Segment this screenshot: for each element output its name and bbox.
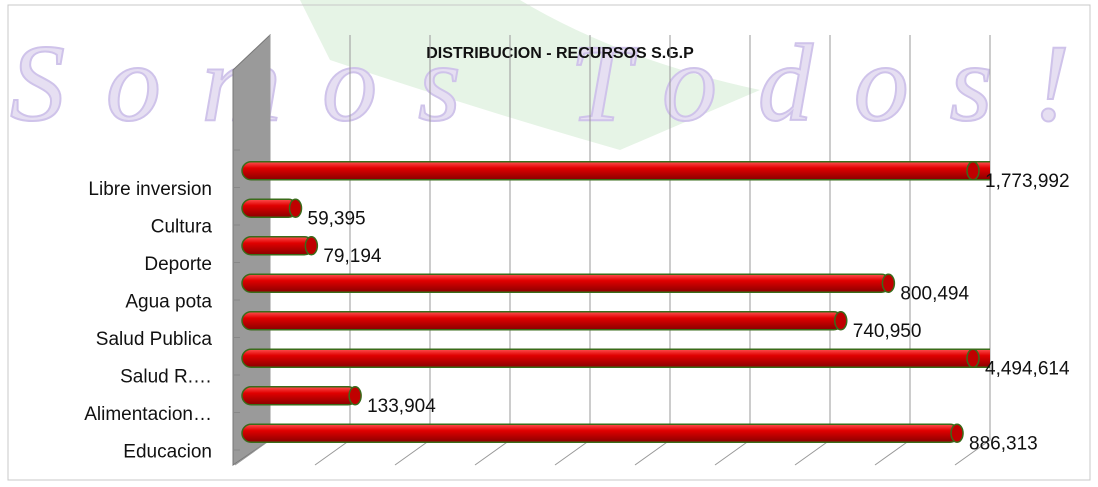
bar (242, 274, 890, 292)
y-tick-label: Educacion (123, 441, 212, 462)
bar-cap (290, 199, 302, 217)
y-tick-label: Cultura (151, 216, 213, 237)
bar (242, 387, 357, 405)
bar-cap (349, 387, 361, 405)
bar-cap (835, 312, 847, 330)
y-tick-label: Libre inversion (88, 179, 212, 200)
value-label: 79,194 (323, 246, 382, 267)
value-label: 59,395 (308, 208, 366, 229)
y-tick-label: Salud Publica (96, 329, 213, 350)
value-label: 740,950 (853, 321, 922, 342)
value-label: 886,313 (969, 433, 1038, 454)
value-label: 800,494 (900, 283, 969, 304)
bar (242, 312, 843, 330)
bar-cap (882, 274, 894, 292)
value-label: 4,494,614 (985, 358, 1070, 379)
bar-cap (967, 349, 979, 367)
value-label: 1,773,992 (985, 171, 1070, 192)
bar-cap (951, 424, 963, 442)
bar (242, 424, 959, 442)
bar-cap (305, 237, 317, 255)
y-tick-label: Alimentacion… (84, 404, 212, 425)
bar (242, 237, 313, 255)
y-tick-label: Agua pota (125, 291, 212, 312)
y-tick-label: Deporte (144, 254, 212, 275)
y-tick-label: Salud R.… (120, 366, 212, 387)
chart: Somos Todos! DISTRIBUCION - RECURSOS S.G… (0, 0, 1098, 487)
chart-title: DISTRIBUCION - RECURSOS S.G.P (426, 45, 694, 62)
value-label: 133,904 (367, 396, 436, 417)
bar-cap (967, 162, 979, 180)
